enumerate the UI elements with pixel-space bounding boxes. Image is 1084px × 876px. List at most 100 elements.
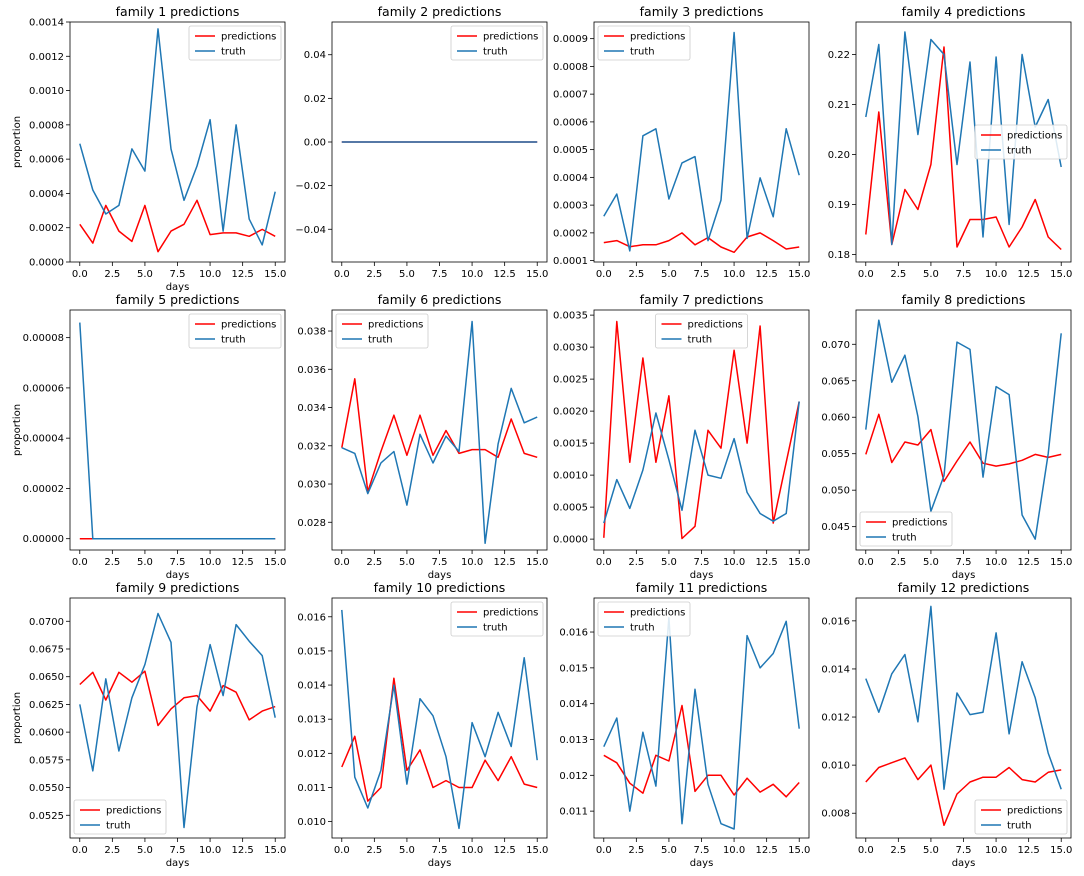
y-tick-label: 0.015 — [297, 646, 326, 657]
x-axis-label: days — [166, 858, 190, 869]
x-tick-label: 15.0 — [1050, 269, 1072, 280]
x-axis-label: days — [166, 282, 190, 293]
x-tick-label: 12.5 — [756, 269, 778, 280]
subplot-8: family 8 predictions 0.0 2.5 5.0 7.5 10.0 12.5… — [821, 292, 1072, 581]
legend: predictions truth — [974, 124, 1068, 160]
plot-frame — [331, 309, 548, 551]
y-tick-label: 0.0025 — [553, 375, 588, 386]
series-line-predictions — [603, 320, 800, 540]
plot-frame — [593, 309, 810, 551]
y-tick-label: 0.0675 — [29, 644, 64, 655]
legend: predictions truth — [450, 25, 544, 61]
plot-frame — [593, 597, 810, 839]
x-tick-label: 12.5 — [232, 269, 254, 280]
x-tick-label: 7.5 — [694, 557, 710, 568]
series-line-truth — [79, 28, 276, 246]
x-tick-label: 10.0 — [199, 269, 221, 280]
x-axis-label: days — [428, 858, 452, 869]
y-tick-label: 0.013 — [559, 735, 588, 746]
x-tick-label: 12.5 — [1018, 845, 1040, 856]
x-tick-label: 5.0 — [661, 269, 677, 280]
x-tick-label: 15.0 — [788, 845, 810, 856]
x-tick-label: 15.0 — [264, 845, 286, 856]
x-tick-label: 7.5 — [432, 557, 448, 568]
x-tick-label: 2.5 — [628, 269, 644, 280]
x-tick-label: 0.0 — [72, 269, 88, 280]
y-tick-label: 0.050 — [821, 486, 850, 497]
series-line-truth — [603, 401, 800, 524]
y-tick-label: 0.055 — [821, 449, 850, 460]
x-axis-label: days — [690, 570, 714, 581]
y-tick-label: 0.0008 — [29, 120, 64, 131]
x-tick-label: 7.5 — [432, 269, 448, 280]
legend-entry: predictions — [1007, 806, 1062, 817]
y-tick-label: 0.012 — [559, 771, 588, 782]
legend-entry: truth — [368, 335, 393, 346]
x-tick-label: 12.5 — [756, 845, 778, 856]
x-tick-label: 7.5 — [956, 269, 972, 280]
plot-frame — [69, 21, 286, 263]
legend-entry: truth — [630, 47, 655, 58]
x-tick-label: 0.0 — [334, 269, 350, 280]
x-tick-label: 7.5 — [956, 845, 972, 856]
y-tick-label: 0.0000 — [553, 535, 588, 546]
x-tick-label: 12.5 — [232, 557, 254, 568]
series-line-truth — [603, 31, 800, 252]
x-tick-label: 0.0 — [72, 845, 88, 856]
legend: predictions truth — [188, 313, 282, 349]
legend: predictions truth — [450, 601, 544, 637]
x-tick-label: 12.5 — [494, 557, 516, 568]
x-tick-label: 12.5 — [494, 845, 516, 856]
plot-frame — [855, 309, 1072, 551]
subplot-7: family 7 predictions 0.0 2.5 5.0 7.5 10.0 12.5… — [553, 292, 810, 581]
series-line-predictions — [603, 232, 800, 254]
legend: predictions truth — [188, 25, 282, 61]
y-tick-label: 0.00008 — [23, 333, 64, 344]
x-tick-label: 7.5 — [170, 845, 186, 856]
subplot-6: family 6 predictions 0.0 2.5 5.0 7.5 10.0 12.5… — [297, 292, 548, 581]
legend: predictions truth — [655, 313, 748, 349]
x-tick-label: 5.0 — [137, 557, 153, 568]
series-line-predictions — [79, 670, 276, 727]
y-tick-label: 0.0035 — [553, 311, 588, 322]
y-tick-label: 0.014 — [821, 664, 850, 675]
x-tick-label: 7.5 — [432, 845, 448, 856]
x-tick-label: 12.5 — [756, 557, 778, 568]
subplot-title: family 12 predictions — [898, 580, 1030, 595]
y-tick-label: 0.00004 — [23, 434, 64, 445]
y-tick-label: 0.070 — [821, 340, 850, 351]
legend-entry: predictions — [221, 32, 276, 43]
legend: predictions truth — [974, 799, 1068, 835]
series-line-predictions — [341, 677, 538, 802]
y-tick-label: 0.0002 — [29, 223, 64, 234]
subplot-title: family 10 predictions — [374, 580, 506, 595]
y-tick-label: 0.0650 — [29, 672, 64, 683]
y-tick-label: 0.030 — [297, 480, 326, 491]
y-tick-label: 0.0009 — [553, 34, 588, 45]
subplot-title: family 7 predictions — [640, 292, 764, 307]
legend-entry: truth — [1007, 146, 1032, 157]
y-tick-label: 0.19 — [828, 200, 850, 211]
legend-entry: predictions — [221, 320, 276, 331]
y-tick-label: 0.0002 — [553, 228, 588, 239]
x-tick-label: 10.0 — [985, 269, 1007, 280]
x-tick-label: 10.0 — [985, 557, 1007, 568]
subplot-1: family 1 predictions 0.0 2.5 5.0 7.5 10.0 12.5… — [12, 4, 286, 293]
subplot-title: family 1 predictions — [116, 4, 240, 19]
x-tick-label: 15.0 — [526, 557, 548, 568]
y-tick-label: 0.0004 — [553, 173, 588, 184]
series-line-predictions — [865, 46, 1062, 251]
y-tick-label: 0.011 — [297, 783, 326, 794]
legend: predictions truth — [335, 313, 429, 349]
y-tick-label: 0.20 — [828, 150, 850, 161]
y-tick-label: 0.0010 — [29, 86, 64, 97]
subplot-title: family 4 predictions — [902, 4, 1026, 19]
subplot-11: family 11 predictions 0.0 2.5 5.0 7.5 10.0 12.… — [559, 580, 810, 869]
y-tick-label: −0.04 — [295, 225, 326, 236]
x-tick-label: 0.0 — [596, 845, 612, 856]
x-tick-label: 7.5 — [694, 269, 710, 280]
y-tick-label: 0.010 — [821, 761, 850, 772]
series-line-truth — [865, 605, 1062, 790]
subplot-2: family 2 predictions 0.0 2.5 5.0 7.5 10.0 12.5… — [295, 4, 548, 280]
